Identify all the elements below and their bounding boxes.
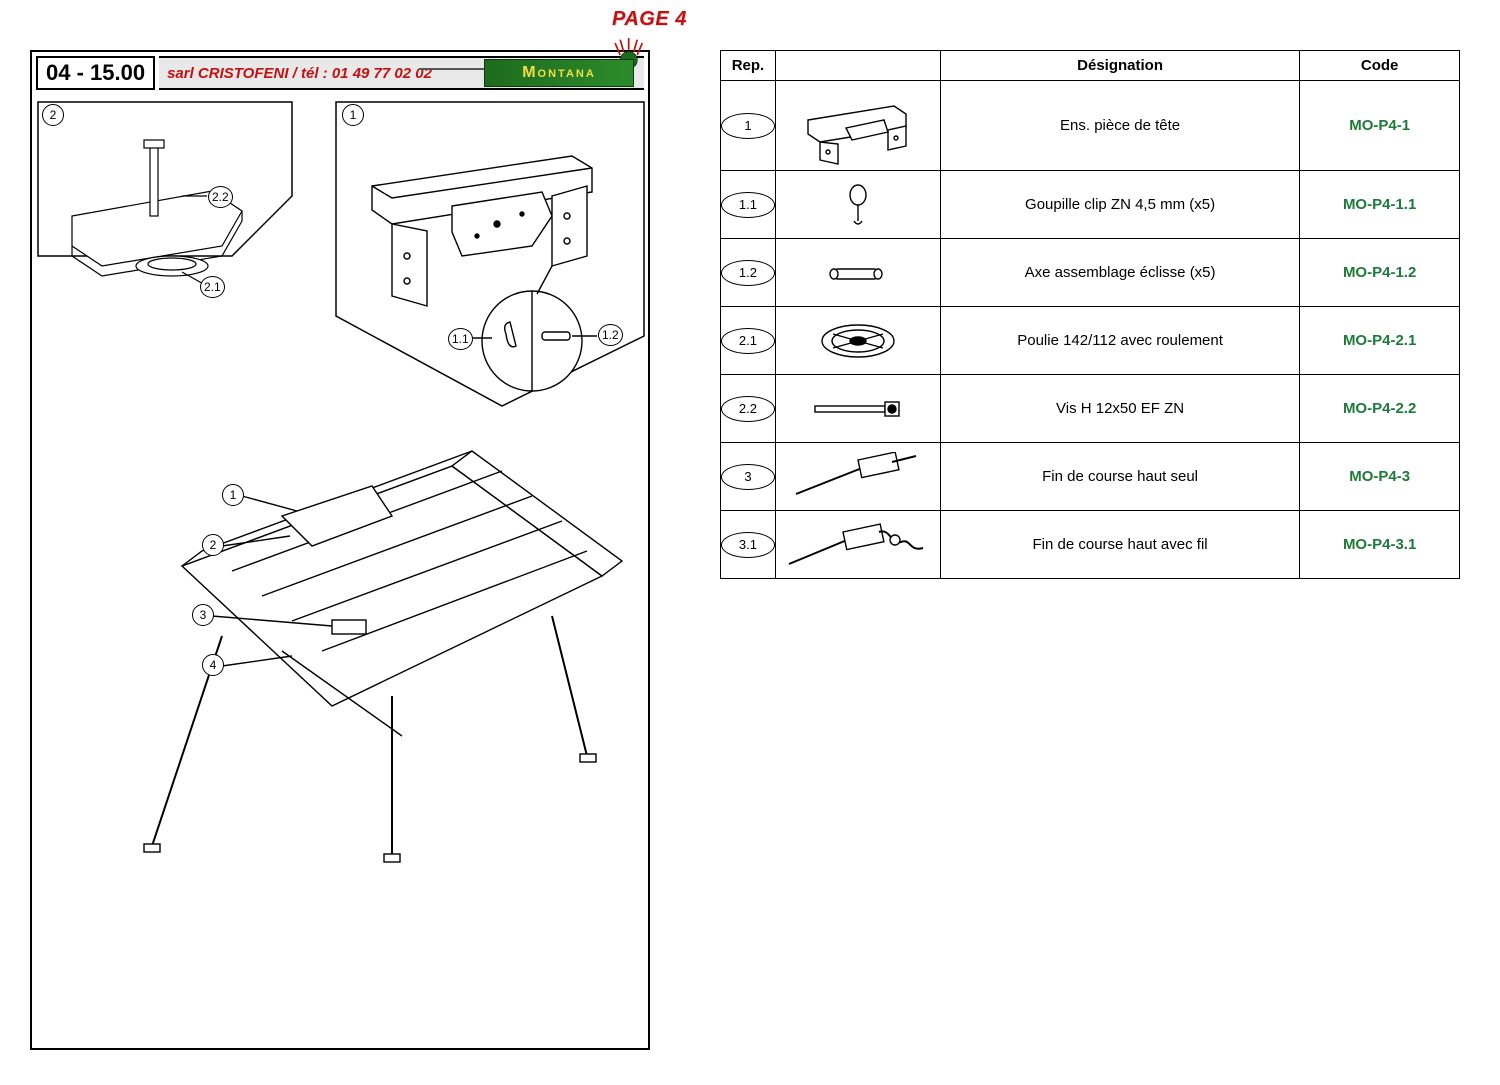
rep-bubble: 1.2 <box>721 260 775 286</box>
rep-bubble: 1.1 <box>721 192 775 218</box>
col-header-rep: Rep. <box>721 51 776 81</box>
brand-badge: Montana <box>474 56 644 90</box>
designation-cell: Fin de course haut seul <box>940 443 1299 511</box>
code-cell: MO-P4-1 <box>1300 81 1460 171</box>
parts-table-row: 1.2 Axe assemblage éclisse (x5)MO-P4-1.2 <box>721 239 1460 307</box>
designation-cell: Fin de course haut avec fil <box>940 511 1299 579</box>
callout-panel-2: 2 <box>42 104 64 126</box>
document-number: 04 - 15.00 <box>36 56 155 90</box>
part-thumbnail-cell <box>775 239 940 307</box>
designation-cell: Ens. pièce de tête <box>940 81 1299 171</box>
rep-bubble: 2.1 <box>721 328 775 354</box>
designation-cell: Axe assemblage éclisse (x5) <box>940 239 1299 307</box>
parts-table-row: 3.1 Fin de course haut avec filMO-P4-3.1 <box>721 511 1460 579</box>
technical-drawing <box>32 96 652 1056</box>
pulley-icon <box>813 314 903 368</box>
rep-cell: 3 <box>721 443 776 511</box>
callout-main-4: 4 <box>202 654 224 676</box>
parts-table-row: 2.1 Poulie 142/112 avec roulementMO-P4-2… <box>721 307 1460 375</box>
rep-bubble: 3.1 <box>721 532 775 558</box>
limit-switch-icon <box>788 452 928 502</box>
rep-cell: 2.1 <box>721 307 776 375</box>
part-thumbnail-cell <box>775 375 940 443</box>
callout-2-1: 2.1 <box>200 276 225 298</box>
parts-table-row: 1.1 Goupille clip ZN 4,5 mm (x5)MO-P4-1.… <box>721 171 1460 239</box>
callout-1-2: 1.2 <box>598 324 623 346</box>
exploded-diagram-panel: 04 - 15.00 sarl CRISTOFENI / tél : 01 49… <box>30 50 650 1050</box>
parts-table-row: 3 Fin de course haut seulMO-P4-3 <box>721 443 1460 511</box>
limit-switch-wire-icon <box>783 518 933 572</box>
rep-cell: 3.1 <box>721 511 776 579</box>
page-number-label: PAGE 4 <box>612 8 687 31</box>
head-piece-icon <box>788 86 928 166</box>
rep-cell: 1.1 <box>721 171 776 239</box>
callout-panel-1: 1 <box>342 104 364 126</box>
parts-table: Rep. Désignation Code 1 Ens. pièce de tê… <box>720 50 1460 579</box>
designation-cell: Goupille clip ZN 4,5 mm (x5) <box>940 171 1299 239</box>
parts-table-header-row: Rep. Désignation Code <box>721 51 1460 81</box>
callout-main-3: 3 <box>192 604 214 626</box>
part-thumbnail-cell <box>775 81 940 171</box>
callout-main-1: 1 <box>222 484 244 506</box>
rep-cell: 1.2 <box>721 239 776 307</box>
col-header-code: Code <box>1300 51 1460 81</box>
bolt-icon <box>803 394 913 424</box>
brand-name: Montana <box>484 59 634 87</box>
rep-bubble: 1 <box>721 113 775 139</box>
parts-table-row: 2.2 Vis H 12x50 EF ZNMO-P4-2.2 <box>721 375 1460 443</box>
col-header-designation: Désignation <box>940 51 1299 81</box>
code-cell: MO-P4-3 <box>1300 443 1460 511</box>
rep-bubble: 2.2 <box>721 396 775 422</box>
code-cell: MO-P4-2.2 <box>1300 375 1460 443</box>
callout-2-2: 2.2 <box>208 186 233 208</box>
axle-pin-icon <box>818 255 898 291</box>
code-cell: MO-P4-1.2 <box>1300 239 1460 307</box>
parts-table-row: 1 Ens. pièce de têteMO-P4-1 <box>721 81 1460 171</box>
part-thumbnail-cell <box>775 171 940 239</box>
designation-cell: Vis H 12x50 EF ZN <box>940 375 1299 443</box>
part-thumbnail-cell <box>775 307 940 375</box>
diagram-body: 2 1 2.2 2.1 1.1 1.2 1 2 3 4 <box>32 96 648 1048</box>
col-header-image <box>775 51 940 81</box>
code-cell: MO-P4-3.1 <box>1300 511 1460 579</box>
rep-cell: 1 <box>721 81 776 171</box>
rep-cell: 2.2 <box>721 375 776 443</box>
part-thumbnail-cell <box>775 511 940 579</box>
designation-cell: Poulie 142/112 avec roulement <box>940 307 1299 375</box>
callout-1-1: 1.1 <box>448 328 473 350</box>
clip-pin-icon <box>828 181 888 229</box>
code-cell: MO-P4-2.1 <box>1300 307 1460 375</box>
code-cell: MO-P4-1.1 <box>1300 171 1460 239</box>
callout-main-2: 2 <box>202 534 224 556</box>
rep-bubble: 3 <box>721 464 775 490</box>
part-thumbnail-cell <box>775 443 940 511</box>
